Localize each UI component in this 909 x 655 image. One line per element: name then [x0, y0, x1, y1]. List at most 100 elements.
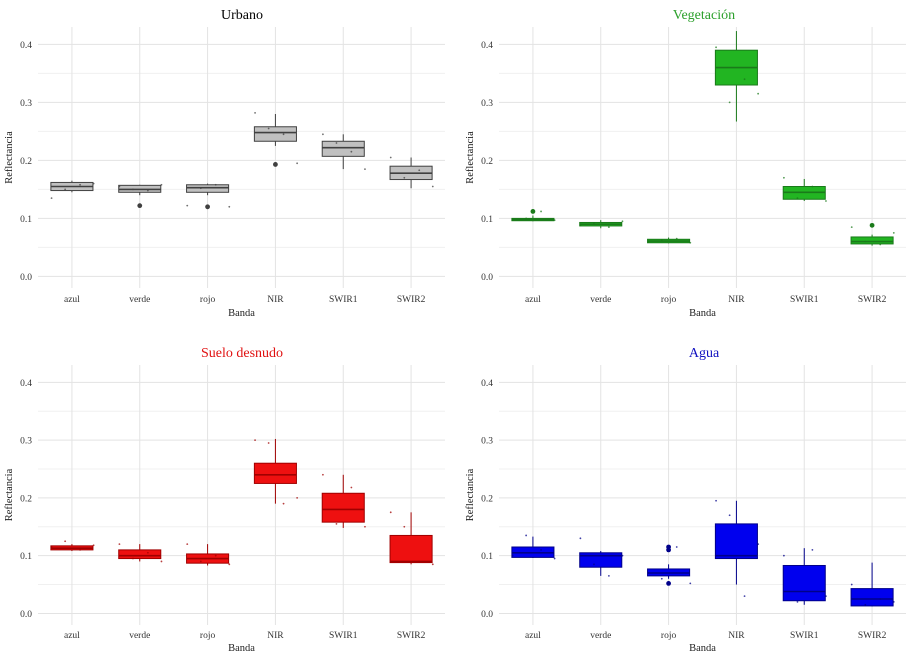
x-tick-label: NIR [267, 295, 284, 305]
panel-title: Vegetación [673, 8, 735, 23]
sample-point [364, 168, 366, 171]
sample-point [199, 560, 202, 563]
sample-point [607, 574, 610, 577]
box-rojo [186, 184, 230, 193]
sample-point [675, 237, 678, 240]
sample-point [418, 169, 421, 172]
sample-point [850, 583, 853, 586]
sample-point [228, 205, 231, 208]
sample-point [160, 560, 163, 563]
sample-point [118, 543, 121, 546]
sample-point [322, 473, 324, 476]
y-tick-label: 0.2 [481, 494, 493, 504]
sample-point [689, 241, 692, 244]
x-tick-label: rojo [200, 631, 216, 641]
box-SWIR1 [321, 492, 365, 523]
box-SWIR1 [782, 564, 826, 602]
outlier-point [666, 544, 671, 550]
outlier-point [273, 162, 278, 167]
sample-point [728, 514, 731, 517]
sample-point [864, 603, 867, 606]
x-tick-label: verde [129, 295, 150, 305]
sample-point [660, 239, 663, 242]
sample-point [525, 217, 528, 220]
x-tick-label: SWIR2 [858, 631, 887, 641]
sample-point [92, 182, 95, 185]
panel-3: 0.0 0.1 0.2 0.3 0.4 azul verde rojo NIR SWIR1 SWIR… [4, 346, 445, 654]
sample-point [146, 551, 149, 554]
box-SWIR2 [850, 588, 894, 607]
sample-point [621, 554, 624, 557]
sample-point [540, 210, 542, 213]
y-axis-title: Reflectancia [465, 131, 476, 184]
sample-point [811, 548, 814, 551]
y-axis-title: Reflectancia [4, 131, 15, 184]
sample-point [350, 486, 353, 489]
sample-point [132, 557, 134, 560]
sample-point [892, 232, 895, 234]
x-tick-label: rojo [661, 631, 677, 641]
sample-point [418, 560, 421, 563]
y-tick-label: 0.2 [20, 494, 32, 504]
outlier-point [666, 581, 671, 586]
box-SWIR2 [389, 534, 433, 564]
sample-point [50, 197, 53, 200]
x-tick-label: azul [525, 631, 541, 641]
y-tick-label: 0.1 [481, 552, 493, 562]
x-tick-label: azul [64, 295, 80, 305]
x-tick-label: verde [129, 631, 150, 641]
box-NIR [714, 523, 758, 560]
sample-point [186, 204, 189, 207]
sample-point [715, 46, 717, 49]
sample-point [335, 522, 338, 525]
box-SWIR2 [850, 236, 894, 245]
sample-point [783, 176, 785, 179]
sample-point [743, 78, 746, 81]
panel-1: 0.0 0.1 0.2 0.3 0.4 azul verde rojo NIR SWIR1 SWIR… [4, 8, 445, 319]
sample-point [389, 511, 392, 514]
sample-point [350, 150, 353, 153]
sample-point [511, 218, 514, 221]
x-tick-label: SWIR2 [858, 295, 887, 305]
sample-point [64, 540, 67, 543]
y-tick-label: 0.4 [481, 379, 493, 389]
sample-point [296, 496, 299, 499]
sample-point [431, 185, 434, 188]
panel-2: 0.0 0.1 0.2 0.3 0.4 azul verde rojo NIR SWIR1 SWIR… [465, 8, 906, 319]
y-tick-label: 0.0 [20, 610, 32, 620]
y-tick-label: 0.1 [20, 215, 32, 225]
sample-point [892, 600, 895, 603]
x-tick-label: NIR [728, 631, 745, 641]
x-axis-title: Banda [228, 308, 255, 319]
x-tick-label: azul [64, 631, 80, 641]
y-tick-label: 0.0 [481, 610, 493, 620]
sample-point [660, 577, 663, 580]
sample-point [254, 111, 256, 114]
x-tick-label: azul [525, 295, 541, 305]
sample-point [593, 563, 595, 566]
sample-point [879, 598, 882, 600]
sample-point [850, 226, 853, 229]
sample-point [743, 595, 746, 598]
sample-point [607, 226, 610, 229]
sample-point [796, 600, 799, 603]
x-tick-label: SWIR1 [790, 295, 819, 305]
sample-point [389, 156, 392, 159]
box-NIR [253, 462, 297, 484]
y-tick-label: 0.3 [20, 437, 32, 447]
x-tick-label: SWIR1 [329, 295, 358, 305]
sample-point [296, 162, 299, 165]
sample-point [267, 442, 270, 444]
x-tick-label: SWIR2 [397, 295, 426, 305]
y-tick-label: 0.0 [481, 273, 493, 283]
sample-point [214, 554, 217, 557]
sample-point [525, 534, 528, 537]
sample-point [50, 546, 53, 548]
sample-point [79, 548, 81, 551]
box-SWIR1 [321, 140, 365, 157]
y-tick-label: 0.1 [20, 552, 32, 562]
sample-point [879, 243, 882, 246]
box-verde [118, 549, 162, 560]
x-tick-label: NIR [267, 631, 284, 641]
